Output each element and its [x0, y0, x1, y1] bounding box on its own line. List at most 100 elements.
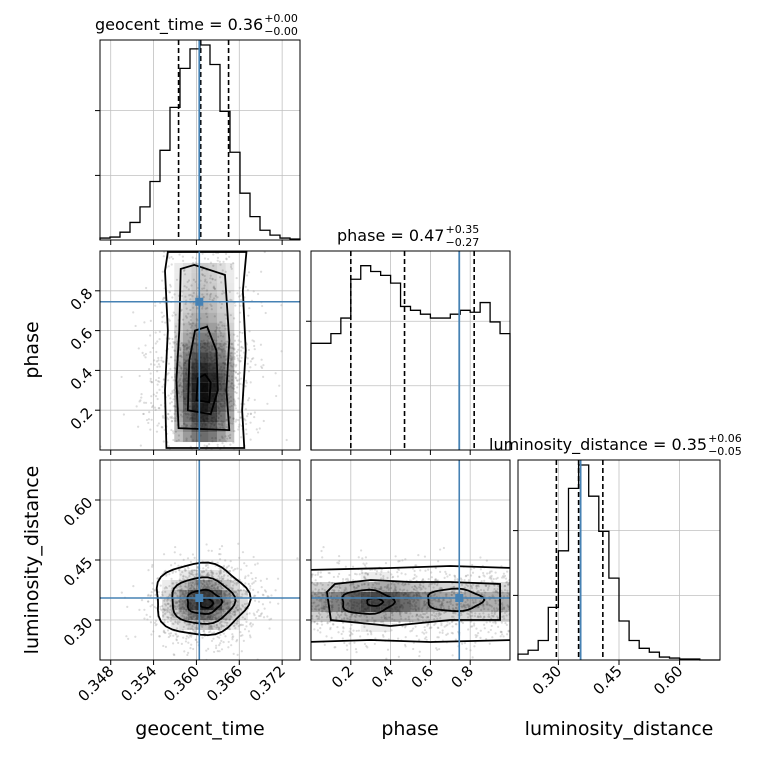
sample-point	[425, 616, 428, 619]
sample-point	[236, 354, 239, 357]
sample-point	[209, 277, 212, 280]
sample-point	[380, 620, 383, 624]
sample-point	[151, 582, 154, 585]
density-cell	[191, 422, 200, 433]
panel-title-upper: +0.06	[708, 432, 742, 445]
sample-point	[222, 608, 225, 611]
sample-point	[214, 294, 217, 297]
density-cell	[200, 412, 209, 423]
sample-point	[413, 576, 416, 580]
sample-point	[496, 588, 499, 591]
sample-point	[471, 571, 475, 574]
sample-point	[184, 569, 187, 572]
sample-point	[359, 635, 362, 638]
sample-point	[171, 420, 174, 423]
sample-point	[194, 582, 197, 585]
sample-point	[134, 324, 137, 328]
sample-point	[455, 606, 458, 609]
sample-point	[506, 589, 509, 592]
sample-point	[229, 298, 232, 301]
sample-point	[496, 576, 499, 579]
density-cell	[187, 580, 197, 590]
sample-point	[196, 583, 199, 586]
sample-point	[168, 342, 172, 345]
sample-point	[381, 620, 385, 623]
sample-point	[398, 621, 401, 624]
sample-point	[229, 611, 232, 614]
sample-point	[190, 284, 193, 287]
sample-point	[180, 588, 183, 591]
sample-point	[485, 637, 488, 641]
sample-point	[160, 609, 163, 612]
sample-point	[213, 287, 216, 291]
density-cell	[217, 312, 226, 323]
sample-point	[357, 629, 360, 632]
sample-point	[459, 602, 462, 605]
sample-point	[222, 595, 225, 598]
sample-point	[338, 616, 341, 619]
sample-point	[229, 443, 232, 446]
sample-point	[169, 397, 172, 400]
density-cell	[320, 592, 331, 602]
sample-point	[168, 632, 171, 635]
sample-point	[232, 441, 235, 444]
sample-point	[427, 568, 430, 571]
sample-point	[493, 612, 496, 616]
sample-point	[184, 585, 187, 588]
sample-point	[161, 415, 165, 418]
sample-point	[188, 572, 191, 575]
sample-point	[146, 594, 150, 597]
sample-point	[337, 555, 341, 558]
sample-point	[396, 637, 400, 640]
sample-point	[475, 585, 478, 588]
sample-point	[363, 564, 367, 567]
sample-point	[503, 617, 506, 620]
sample-point	[214, 617, 218, 621]
sample-point	[432, 586, 435, 589]
sample-point	[237, 348, 240, 351]
sample-point	[426, 616, 429, 619]
sample-point	[196, 573, 199, 576]
sample-point	[336, 575, 340, 578]
sample-point	[177, 585, 180, 588]
sample-point	[434, 599, 437, 602]
sample-point	[216, 586, 219, 589]
sample-point	[185, 637, 188, 640]
sample-point	[476, 634, 479, 637]
sample-point	[504, 577, 508, 580]
sample-point	[135, 405, 138, 408]
sample-point	[207, 586, 210, 589]
sample-point	[423, 632, 426, 635]
sample-point	[350, 631, 353, 634]
sample-point	[189, 322, 192, 325]
truth-marker	[195, 297, 204, 306]
sample-point	[201, 571, 204, 574]
sample-point	[379, 587, 382, 591]
sample-point	[254, 594, 257, 597]
sample-point	[182, 595, 185, 598]
sample-point	[161, 270, 164, 273]
sample-point	[494, 599, 497, 603]
sample-point	[248, 307, 251, 310]
sample-point	[231, 612, 234, 615]
sample-point	[172, 438, 175, 442]
sample-point	[319, 571, 322, 574]
sample-point	[477, 605, 480, 609]
sample-point	[450, 620, 454, 624]
sample-point	[336, 625, 339, 629]
density-cell	[350, 612, 361, 622]
sample-point	[190, 617, 194, 620]
sample-point	[220, 625, 223, 628]
sample-point	[201, 252, 204, 255]
sample-point	[184, 582, 187, 585]
x-tick-label: 0.6	[408, 662, 438, 692]
sample-point	[217, 611, 220, 614]
sample-point	[248, 330, 251, 333]
density-cell	[179, 570, 188, 580]
sample-point	[213, 287, 217, 290]
panel-frame	[310, 459, 511, 661]
sample-point	[173, 405, 176, 408]
sample-point	[485, 603, 488, 606]
sample-point	[469, 620, 472, 623]
sample-point	[172, 405, 175, 408]
